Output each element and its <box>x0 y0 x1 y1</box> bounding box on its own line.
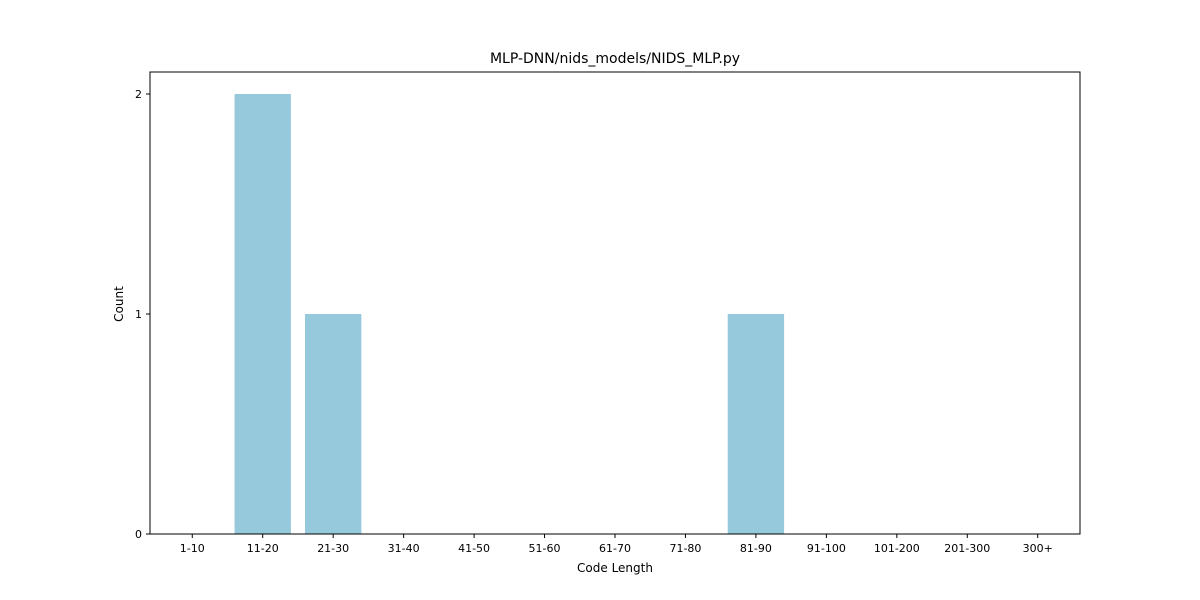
x-tick-label: 300+ <box>1023 542 1053 555</box>
y-axis-label: Count <box>112 286 126 322</box>
bar-21-30 <box>305 314 362 534</box>
x-axis-ticks: 1-10 11-20 21-30 31-40 41-50 51-60 61-70 71-80 8… <box>180 534 1053 555</box>
x-tick-label: 41-50 <box>458 542 490 555</box>
y-axis-ticks: 0 1 2 <box>135 88 150 541</box>
x-tick-label: 81-90 <box>740 542 772 555</box>
x-tick-label: 71-80 <box>669 542 701 555</box>
bar-81-90 <box>727 314 785 534</box>
x-tick-label: 201-300 <box>944 542 990 555</box>
x-tick-label: 51-60 <box>529 542 561 555</box>
x-axis-label: Code Length <box>577 561 653 575</box>
x-tick-label: 61-70 <box>599 542 631 555</box>
x-tick-label: 11-20 <box>247 542 279 555</box>
y-tick-label: 2 <box>135 88 142 101</box>
bars-group <box>234 94 785 534</box>
bar-11-20 <box>234 94 291 534</box>
x-tick-label: 31-40 <box>388 542 420 555</box>
x-tick-label: 91-100 <box>807 542 846 555</box>
y-tick-label: 1 <box>135 308 142 321</box>
x-tick-label: 101-200 <box>874 542 920 555</box>
x-tick-label: 1-10 <box>180 542 205 555</box>
x-tick-label: 21-30 <box>317 542 349 555</box>
y-tick-label: 0 <box>135 528 142 541</box>
chart-title: MLP-DNN/nids_models/NIDS_MLP.py <box>490 51 740 67</box>
